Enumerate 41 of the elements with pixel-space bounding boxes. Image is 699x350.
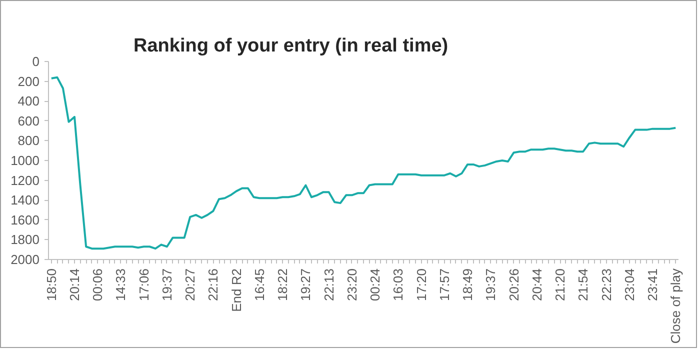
x-tick-label: 00:24 bbox=[368, 268, 383, 302]
x-tick-label: 17:06 bbox=[136, 268, 152, 302]
y-tick-label: 400 bbox=[18, 94, 40, 109]
x-tick-label: 20:14 bbox=[67, 268, 82, 302]
x-tick-label: 20:27 bbox=[182, 268, 198, 302]
x-tick-label: 20:44 bbox=[529, 268, 544, 302]
x-tick-label: 23:41 bbox=[644, 268, 660, 302]
x-tick-label: 21:54 bbox=[576, 268, 591, 302]
x-tick-label: 19:37 bbox=[159, 268, 174, 302]
x-tick-label: 22:13 bbox=[321, 268, 336, 302]
x-tick-label: 22:23 bbox=[598, 268, 614, 302]
x-tick-label: 22:16 bbox=[206, 268, 221, 302]
x-tick-label: 23:04 bbox=[622, 268, 637, 302]
x-tick-label: 20:26 bbox=[506, 268, 522, 302]
y-tick-label: 0 bbox=[32, 54, 40, 69]
x-tick-label: End R2 bbox=[228, 268, 244, 312]
x-tick-label: 21:20 bbox=[552, 268, 568, 302]
y-tick-label: 1600 bbox=[10, 212, 40, 228]
x-tick-label: Close of play bbox=[668, 268, 684, 344]
y-tick-label: 200 bbox=[18, 74, 40, 89]
x-tick-label: 23:20 bbox=[344, 268, 360, 302]
x-tick-label: 16:03 bbox=[390, 268, 406, 302]
y-tick-label: 800 bbox=[18, 133, 40, 148]
line-series bbox=[50, 76, 677, 250]
y-tick-label: 1200 bbox=[10, 172, 40, 188]
x-tick-label: 18:49 bbox=[460, 268, 476, 302]
x-tick-label: 14:33 bbox=[113, 268, 128, 302]
x-tick-label: 19:37 bbox=[483, 268, 498, 302]
chart-title: Ranking of your entry (in real time) bbox=[134, 36, 448, 56]
x-tick-label: 17:20 bbox=[414, 268, 429, 302]
x-tick-label: 00:06 bbox=[90, 268, 106, 302]
y-tick-label: 1000 bbox=[10, 153, 40, 168]
x-tick-label: 18:50 bbox=[44, 268, 59, 302]
y-tick-label: 2000 bbox=[10, 252, 40, 267]
x-tick-label: 19:27 bbox=[298, 268, 314, 302]
y-tick-label: 1800 bbox=[10, 232, 40, 248]
y-tick-label: 1400 bbox=[10, 192, 40, 208]
x-tick-label: 18:22 bbox=[275, 268, 290, 302]
x-tick-label: 16:45 bbox=[252, 268, 267, 302]
x-tick-label: 17:57 bbox=[436, 268, 452, 302]
y-tick-label: 600 bbox=[18, 113, 40, 128]
